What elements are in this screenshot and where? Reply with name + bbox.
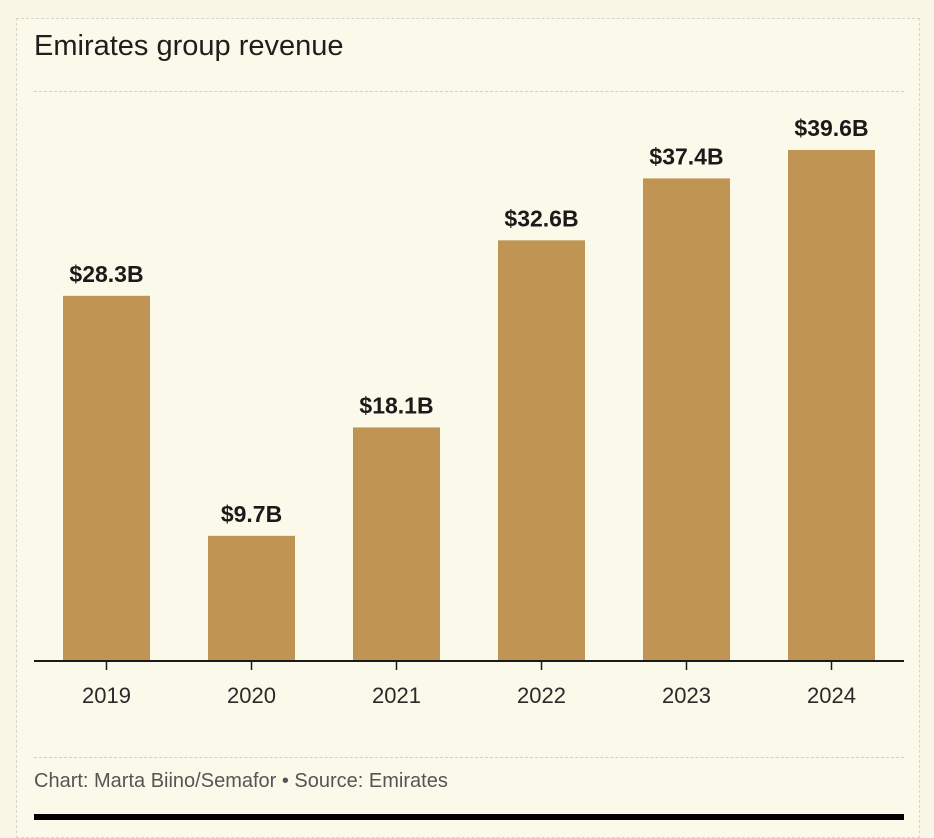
chart-credit: Chart: Marta Biino/Semafor • Source: Emi… bbox=[34, 770, 448, 792]
chart-title: Emirates group revenue bbox=[34, 30, 344, 62]
bar-2023 bbox=[643, 178, 730, 661]
footer-divider bbox=[34, 757, 904, 758]
bar-2024 bbox=[788, 150, 875, 661]
bars-group bbox=[63, 150, 875, 661]
x-tick-label-2019: 2019 bbox=[82, 683, 131, 708]
x-tick-label-2022: 2022 bbox=[517, 683, 566, 708]
bar-2019 bbox=[63, 295, 150, 661]
x-tick-label-2021: 2021 bbox=[372, 683, 421, 708]
x-tick-label-2024: 2024 bbox=[807, 683, 856, 708]
bar-2021 bbox=[353, 427, 440, 661]
value-labels-group: $28.3B $9.7B $18.1B $32.6B $37.4B $39.6B bbox=[69, 115, 868, 527]
value-label-2019: $28.3B bbox=[69, 261, 143, 287]
x-ticks-group: 2019 2020 2021 2022 2023 2024 bbox=[82, 661, 856, 708]
value-label-2022: $32.6B bbox=[504, 205, 578, 231]
bar-2020 bbox=[208, 535, 295, 661]
value-label-2020: $9.7B bbox=[221, 501, 282, 527]
chart-card bbox=[16, 18, 920, 838]
value-label-2024: $39.6B bbox=[794, 115, 868, 141]
value-label-2023: $37.4B bbox=[649, 143, 723, 169]
value-label-2021: $18.1B bbox=[359, 392, 433, 418]
bar-chart: $28.3B $9.7B $18.1B $32.6B $37.4B $39.6B 2019… bbox=[34, 115, 904, 708]
bar-2022 bbox=[498, 240, 585, 661]
bottom-bar bbox=[34, 814, 904, 820]
title-divider bbox=[34, 91, 904, 92]
x-tick-label-2023: 2023 bbox=[662, 683, 711, 708]
x-tick-label-2020: 2020 bbox=[227, 683, 276, 708]
